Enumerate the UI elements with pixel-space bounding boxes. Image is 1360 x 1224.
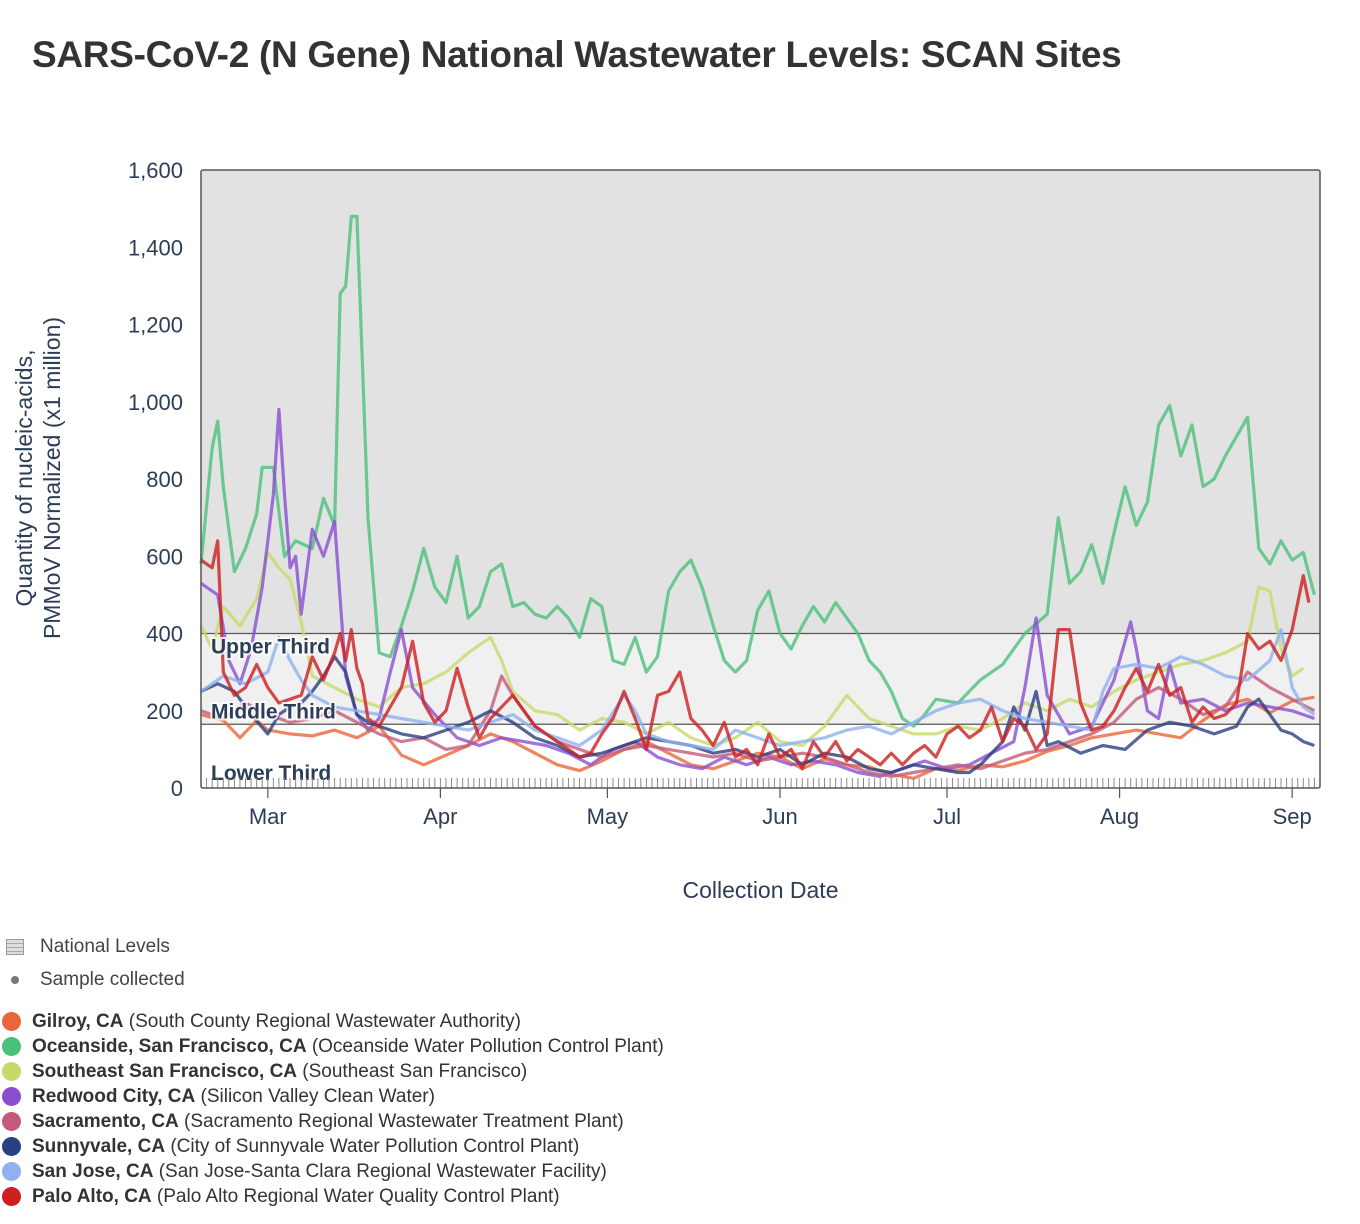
- y-tick-label: 1,200: [128, 313, 183, 338]
- site-name: Gilroy, CA: [32, 1010, 124, 1032]
- site-name: Oceanside, San Francisco, CA: [32, 1035, 307, 1057]
- y-tick-label: 1,400: [128, 235, 183, 260]
- x-axis: Mar Apr May Jun Jul Aug Sep: [249, 788, 1312, 829]
- band-icon: [6, 938, 24, 955]
- legend-site-item[interactable]: Oceanside, San Francisco, CA (Oceanside …: [0, 1034, 900, 1059]
- x-tick-label: Sep: [1273, 804, 1312, 829]
- site-color-dot: [1, 1037, 21, 1056]
- national-level-bands: [201, 170, 1320, 788]
- site-name: Sacramento, CA: [32, 1110, 179, 1132]
- site-color-dot: [1, 1162, 21, 1181]
- y-tick-label: 1,600: [128, 158, 183, 183]
- site-facility: (Oceanside Water Pollution Control Plant…: [306, 1035, 664, 1057]
- x-tick-label: Aug: [1100, 804, 1139, 829]
- legend-site-item[interactable]: Sacramento, CA (Sacramento Regional Wast…: [0, 1109, 900, 1134]
- site-facility: (Sacramento Regional Wastewater Treatmen…: [178, 1110, 624, 1132]
- legend-national-levels[interactable]: National Levels: [0, 930, 900, 963]
- series-line-sunnyvale-ca: [200, 655, 1315, 775]
- plot-frame: [200, 169, 1321, 789]
- legend-site-item[interactable]: Palo Alto, CA (Palo Alto Regional Water …: [0, 1184, 900, 1209]
- y-axis: 0 200 400 600 800 1,000 1,200 1,400 1,600: [128, 158, 183, 801]
- site-facility: (City of Sunnyvale Water Pollution Contr…: [165, 1135, 580, 1157]
- site-facility: (San Jose-Santa Clara Regional Wastewate…: [153, 1160, 607, 1182]
- y-axis-label-line1: Quantity of nucleic-acids,: [11, 350, 37, 607]
- legend-sample-collected-label: Sample collected: [40, 968, 185, 990]
- x-minor-ticks: [200, 778, 1321, 788]
- legend-sample-collected[interactable]: Sample collected: [0, 963, 900, 996]
- x-tick-label: May: [587, 804, 629, 829]
- y-tick-label: 600: [146, 544, 183, 569]
- x-tick-label: Mar: [249, 804, 287, 829]
- series-line-redwood-city-ca: [200, 407, 1315, 778]
- y-tick-label: 400: [146, 622, 183, 647]
- series-line-san-jose-ca: [200, 628, 1316, 751]
- band-label: Upper Third: [211, 636, 330, 659]
- site-color-dot: [1, 1012, 21, 1031]
- y-axis-label-line2: PMMoV Normalized (x1 million): [39, 317, 65, 639]
- x-tick-label: Apr: [423, 804, 457, 829]
- band-upper-third: [201, 170, 1320, 634]
- site-facility: (South County Regional Wastewater Author…: [123, 1010, 521, 1032]
- y-tick-label: 200: [146, 699, 183, 724]
- site-facility: (Silicon Valley Clean Water): [195, 1085, 435, 1107]
- site-facility: (Southeast San Francisco): [297, 1060, 528, 1082]
- y-tick-label: 0: [171, 776, 183, 801]
- y-tick-label: 1,000: [128, 390, 183, 415]
- x-tick-label: Jun: [762, 804, 797, 829]
- band-label: Middle Third: [211, 700, 336, 723]
- legend: National Levels Sample collected Gilroy,…: [0, 930, 900, 1209]
- site-name: Palo Alto, CA: [32, 1185, 152, 1207]
- x-tick-label: Jul: [933, 804, 961, 829]
- series-line-oceanside-san-francisco-ca: [199, 214, 1316, 728]
- sample-dot-icon: [11, 975, 19, 984]
- series-line-sacramento-ca: [200, 670, 1316, 778]
- site-name: Southeast San Francisco, CA: [32, 1060, 298, 1082]
- legend-site-item[interactable]: Gilroy, CA (South County Regional Wastew…: [0, 1009, 900, 1034]
- site-color-dot: [1, 1137, 21, 1156]
- legend-site-item[interactable]: Southeast San Francisco, CA (Southeast S…: [0, 1059, 900, 1084]
- legend-site-list: Gilroy, CA (South County Regional Wastew…: [0, 1009, 900, 1209]
- series-line-palo-alto-ca: [200, 539, 1311, 771]
- legend-site-item[interactable]: Redwood City, CA (Silicon Valley Clean W…: [0, 1084, 900, 1109]
- site-facility: (Palo Alto Regional Water Quality Contro…: [151, 1185, 560, 1207]
- site-color-dot: [1, 1187, 21, 1206]
- legend-site-item[interactable]: Sunnyvale, CA (City of Sunnyvale Water P…: [0, 1134, 900, 1159]
- site-name: San Jose, CA: [32, 1160, 154, 1182]
- site-color-dot: [1, 1112, 21, 1131]
- site-color-dot: [1, 1087, 21, 1106]
- site-name: Redwood City, CA: [32, 1085, 196, 1107]
- series-lines: [199, 214, 1316, 780]
- site-name: Sunnyvale, CA: [32, 1135, 166, 1157]
- site-color-dot: [1, 1062, 21, 1081]
- x-axis-label: Collection Date: [683, 877, 839, 903]
- y-tick-label: 800: [146, 467, 183, 492]
- legend-national-levels-label: National Levels: [40, 935, 170, 957]
- legend-site-item[interactable]: San Jose, CA (San Jose-Santa Clara Regio…: [0, 1159, 900, 1184]
- chart-title: SARS-CoV-2 (N Gene) National Wastewater …: [32, 34, 1122, 75]
